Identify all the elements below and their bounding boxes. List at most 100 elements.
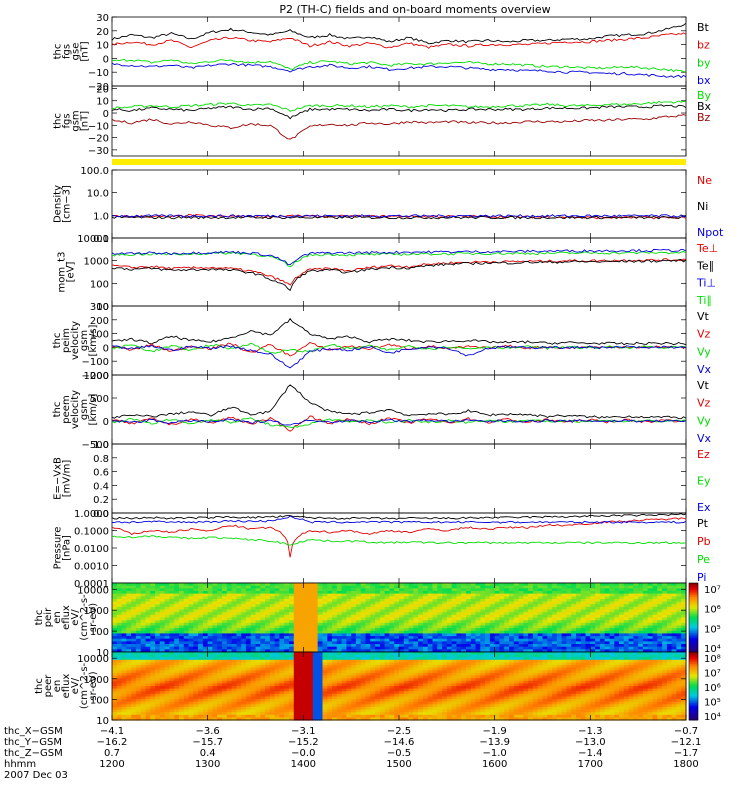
heatmap-cell — [638, 585, 644, 589]
heatmap-cell — [456, 612, 462, 616]
heatmap-cell — [466, 598, 472, 603]
heatmap-cell — [222, 601, 228, 605]
heatmap-cell — [188, 667, 194, 671]
heatmap-cell — [179, 633, 185, 637]
heatmap-cell — [528, 612, 534, 616]
heatmap-cell — [604, 612, 611, 616]
heatmap-cell — [394, 636, 400, 640]
heatmap-cell — [265, 604, 271, 608]
y-axis-label-line: eV/ — [70, 609, 81, 626]
heatmap-cell — [126, 717, 132, 721]
heatmap-cell — [222, 617, 228, 621]
heatmap-cell — [121, 628, 127, 632]
heatmap-cell — [662, 596, 668, 600]
heatmap-cell — [169, 638, 175, 642]
heatmap-cell — [236, 617, 242, 621]
heatmap-cell — [121, 688, 127, 692]
heatmap-cell — [336, 662, 343, 666]
heatmap-cell — [255, 704, 261, 708]
heatmap-cell — [566, 633, 572, 637]
y-axis-label-line: (cm^2-s- — [79, 594, 90, 641]
heatmap-cell — [112, 641, 118, 645]
heatmap-cell — [245, 667, 252, 671]
heatmap-cell — [169, 646, 175, 650]
heatmap-cell — [255, 712, 261, 716]
heatmap-cell — [346, 596, 352, 600]
heatmap-cell — [308, 593, 314, 597]
heatmap-cell — [647, 598, 654, 603]
heatmap-cell — [135, 701, 142, 705]
heatmap-cell — [212, 675, 218, 679]
heatmap-cell — [341, 706, 347, 711]
heatmap-cell — [437, 641, 443, 645]
heatmap-cell — [566, 609, 572, 613]
heatmap-cell — [595, 601, 601, 605]
heatmap-cell — [604, 609, 611, 613]
heatmap-cell — [532, 614, 539, 619]
heatmap-cell — [279, 598, 285, 603]
heatmap-cell — [312, 696, 319, 700]
heatmap-cell — [647, 622, 654, 627]
heatmap-cell — [504, 593, 510, 597]
heatmap-cell — [179, 696, 185, 700]
heatmap-cell — [289, 706, 295, 711]
heatmap-cell — [140, 704, 147, 708]
heatmap-cell — [375, 633, 381, 637]
heatmap-cell — [241, 706, 247, 711]
heatmap-cell — [303, 628, 309, 632]
heatmap-cell — [121, 696, 127, 700]
heatmap-cell — [580, 591, 587, 595]
heatmap-cell — [619, 612, 625, 616]
heatmap-cell — [365, 686, 371, 690]
heatmap-cell — [231, 704, 237, 708]
heatmap-cell — [432, 601, 438, 605]
heatmap-cell — [355, 670, 362, 674]
heatmap-cell — [145, 678, 151, 682]
heatmap-cell — [427, 604, 434, 608]
heatmap-cell — [226, 644, 233, 648]
heatmap-cell — [504, 598, 510, 603]
heatmap-cell — [112, 644, 118, 648]
heatmap-cell — [255, 649, 261, 653]
heatmap-cell — [355, 657, 362, 661]
heatmap-cell — [509, 588, 515, 592]
heatmap-cell — [470, 606, 477, 611]
heatmap-cell — [174, 649, 180, 653]
heatmap-cell — [576, 588, 582, 592]
heatmap-cell — [642, 583, 649, 587]
heatmap-cell — [293, 706, 300, 711]
heatmap-cell — [131, 709, 137, 713]
heatmap-cell — [121, 636, 127, 640]
heatmap-cell — [422, 633, 429, 637]
heatmap-cell — [212, 614, 218, 619]
heatmap-cell — [365, 630, 371, 635]
heatmap-cell — [245, 583, 252, 587]
heatmap-cell — [355, 680, 362, 684]
heatmap-cell — [370, 625, 376, 629]
heatmap-cell — [303, 662, 309, 666]
heatmap-cell — [336, 701, 343, 705]
heatmap-cell — [274, 644, 280, 648]
heatmap-cell — [638, 649, 644, 653]
heatmap-cell — [561, 622, 567, 627]
heatmap-cell — [437, 614, 443, 619]
heatmap-cell — [422, 601, 429, 605]
heatmap-cell — [193, 717, 199, 721]
heatmap-cell — [322, 585, 328, 589]
heatmap-cell — [150, 654, 156, 658]
heatmap-cell — [332, 614, 338, 619]
heatmap-cell — [269, 709, 276, 713]
heatmap-cell — [442, 636, 448, 640]
heatmap-cell — [466, 633, 472, 637]
heatmap-cell — [131, 662, 137, 666]
heatmap-cell — [265, 609, 271, 613]
series-line-Bt — [111, 22, 687, 45]
heatmap-cell — [260, 696, 266, 700]
y-tick-label: 1000 — [84, 606, 109, 617]
heatmap-cell — [676, 609, 682, 613]
heatmap-cell — [174, 714, 180, 718]
heatmap-cell — [308, 709, 314, 713]
heatmap-cell — [642, 646, 649, 650]
heatmap-cell — [265, 691, 271, 695]
heatmap-cell — [269, 593, 276, 597]
